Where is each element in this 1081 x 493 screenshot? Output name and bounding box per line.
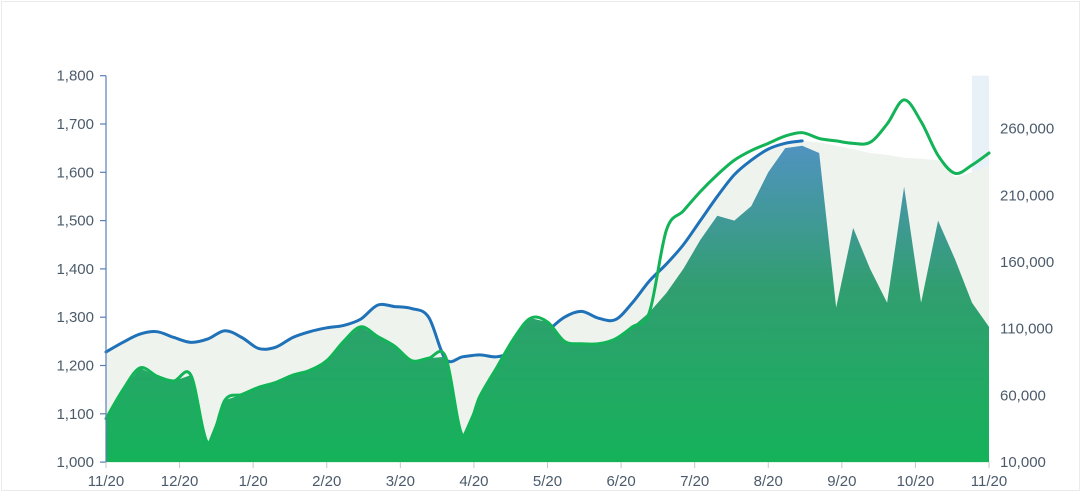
- svg-text:210,000: 210,000: [1000, 187, 1054, 204]
- svg-text:160,000: 160,000: [1000, 254, 1054, 271]
- svg-text:12/20: 12/20: [161, 473, 199, 490]
- svg-text:260,000: 260,000: [1000, 121, 1054, 138]
- svg-text:4/20: 4/20: [459, 473, 488, 490]
- svg-text:2/20: 2/20: [312, 473, 341, 490]
- svg-text:1,100: 1,100: [56, 406, 94, 423]
- svg-text:1,600: 1,600: [56, 164, 94, 181]
- svg-text:110,000: 110,000: [1000, 321, 1053, 338]
- svg-text:3/20: 3/20: [386, 473, 415, 490]
- svg-text:1,400: 1,400: [56, 261, 94, 278]
- svg-text:8/20: 8/20: [754, 473, 783, 490]
- svg-text:1,700: 1,700: [56, 116, 94, 133]
- svg-text:1,000: 1,000: [56, 454, 94, 471]
- svg-text:11/20: 11/20: [88, 473, 124, 490]
- svg-text:1,500: 1,500: [56, 213, 94, 230]
- svg-text:1/20: 1/20: [239, 473, 268, 490]
- svg-text:10/20: 10/20: [897, 473, 935, 490]
- svg-text:6/20: 6/20: [606, 473, 635, 490]
- svg-text:9/20: 9/20: [827, 473, 856, 490]
- svg-text:1,800: 1,800: [56, 68, 94, 85]
- svg-text:5/20: 5/20: [533, 473, 562, 490]
- svg-text:10,000: 10,000: [1000, 454, 1046, 471]
- svg-text:11/20: 11/20: [971, 473, 1007, 490]
- svg-text:1,200: 1,200: [56, 358, 94, 375]
- svg-text:60,000: 60,000: [1000, 387, 1046, 404]
- svg-text:7/20: 7/20: [680, 473, 709, 490]
- svg-text:1,300: 1,300: [56, 309, 94, 326]
